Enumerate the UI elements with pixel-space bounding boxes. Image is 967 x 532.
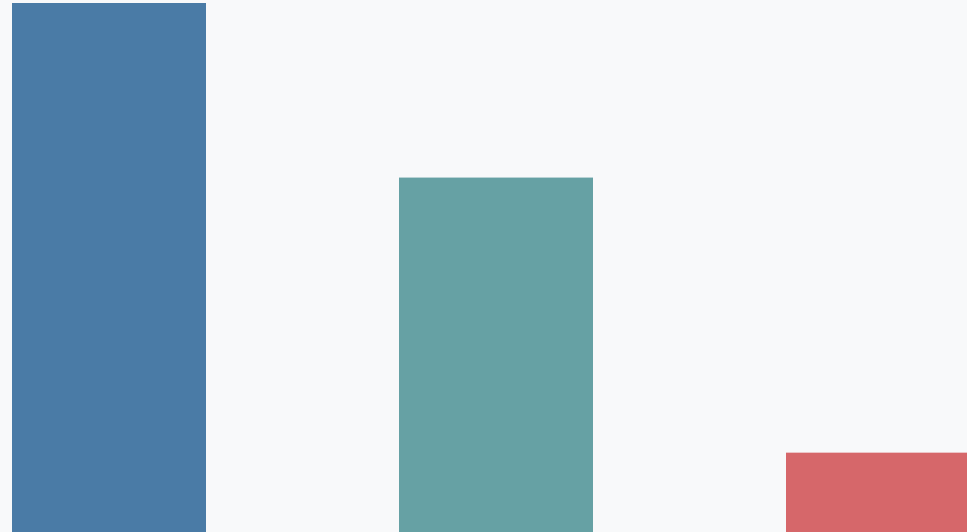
bar: [399, 177, 593, 532]
bar: [786, 452, 967, 532]
bar: [12, 3, 206, 532]
